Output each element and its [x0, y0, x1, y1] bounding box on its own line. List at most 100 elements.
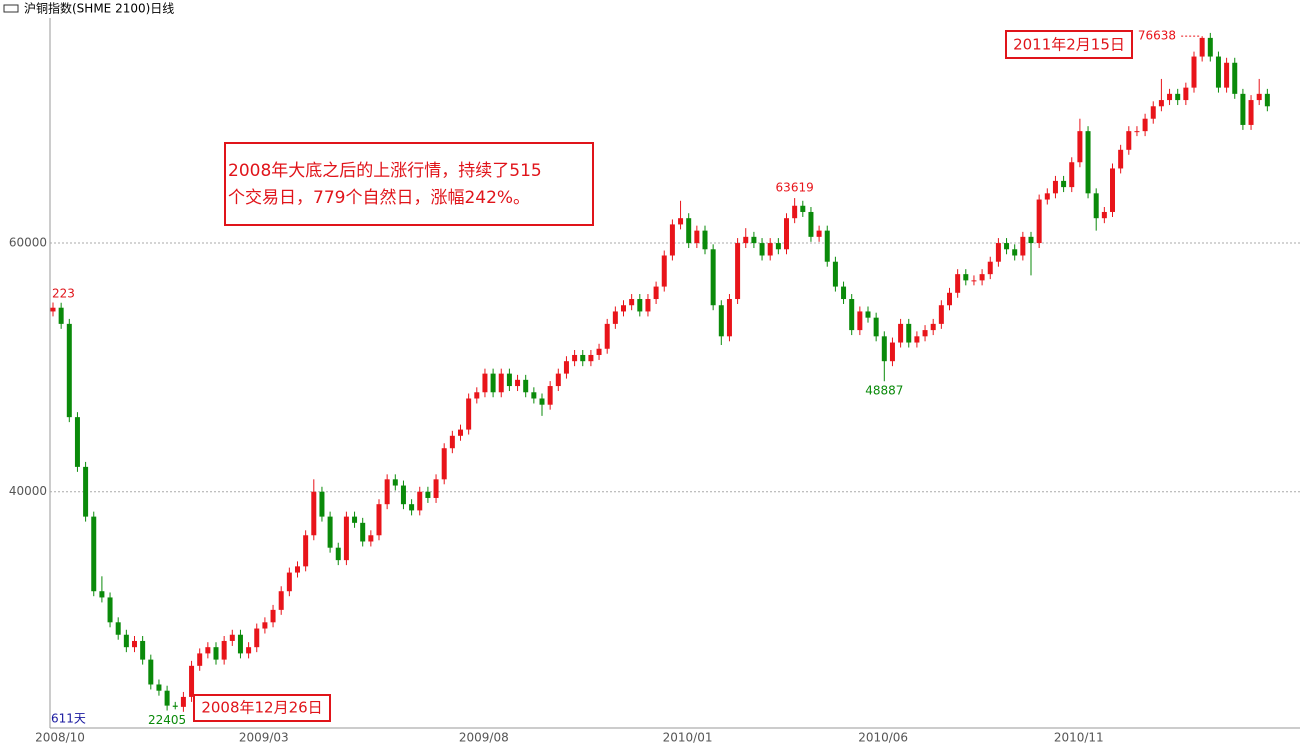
- candle-body: [1004, 243, 1010, 250]
- candle-body: [295, 566, 300, 573]
- candle-body: [531, 392, 537, 399]
- date-box-text: 2011年2月15日: [1013, 36, 1125, 54]
- candle-body: [938, 305, 944, 324]
- candle-body: [1158, 100, 1164, 107]
- candle-body: [1199, 37, 1205, 57]
- candle-body: [914, 336, 920, 343]
- value-label: 48887: [865, 384, 903, 398]
- candle-body: [270, 609, 276, 623]
- candle-body: [775, 243, 781, 250]
- candle-body: [50, 307, 56, 312]
- candle-body: [229, 634, 235, 641]
- candle-body: [1069, 162, 1075, 188]
- candle-body: [1264, 93, 1270, 107]
- candle-body: [1224, 62, 1230, 88]
- candle-body: [156, 684, 162, 691]
- candle-body: [335, 547, 341, 561]
- candle-body: [205, 647, 211, 654]
- candle-body: [824, 230, 830, 262]
- candle-body: [286, 572, 292, 592]
- candle-body: [425, 491, 431, 498]
- candle-body: [441, 448, 447, 480]
- candle-body: [66, 323, 72, 418]
- candle-body: [58, 307, 64, 324]
- candle-body: [132, 640, 137, 648]
- candle-body: [458, 429, 463, 436]
- candle-body: [678, 218, 684, 225]
- candle-body: [865, 311, 871, 318]
- candle-body: [1207, 37, 1213, 57]
- candle-body: [849, 299, 855, 331]
- candle-body: [368, 535, 374, 542]
- candle-body: [767, 243, 773, 256]
- x-tick-label: 2008/10: [35, 731, 85, 745]
- candle-body: [343, 516, 349, 561]
- candle-body: [1110, 168, 1115, 212]
- candle-body: [1028, 236, 1034, 244]
- candle-body: [947, 292, 952, 306]
- candle-body: [1142, 118, 1148, 132]
- candle-body: [1044, 193, 1050, 200]
- value-label: 76638: [1138, 29, 1176, 43]
- candle-body: [392, 479, 398, 486]
- clipped-label: 223: [52, 287, 75, 301]
- candle-body: [629, 299, 635, 306]
- candle-body: [1101, 211, 1107, 219]
- candle-body: [1215, 56, 1221, 88]
- candle-body: [482, 373, 488, 393]
- x-tick-label: 2009/03: [239, 731, 289, 745]
- candle-body: [189, 665, 195, 697]
- candle-body: [743, 236, 749, 244]
- candle-body: [246, 647, 252, 654]
- candle-body: [327, 516, 333, 548]
- candle-body: [718, 305, 724, 337]
- annotation-box: [224, 142, 594, 226]
- candle-body: [555, 373, 561, 387]
- candle-body: [800, 205, 806, 212]
- candle-body: [1052, 180, 1058, 194]
- candle-body: [319, 491, 325, 517]
- candle-body: [889, 342, 895, 362]
- x-tick-label: 2010/01: [663, 731, 713, 745]
- candle-body: [99, 591, 105, 598]
- candle-body: [1012, 249, 1018, 256]
- annotation: 2008年大底之后的上涨行情，持续了515: [228, 161, 542, 181]
- date-box: [1005, 30, 1133, 59]
- candle-body: [1077, 131, 1083, 163]
- candle-body: [449, 435, 455, 449]
- value-label: 22405: [148, 713, 186, 727]
- candle-body: [759, 243, 765, 256]
- annotation: 个交易日，779个自然日，涨幅242%。: [228, 188, 530, 208]
- candle-body: [873, 317, 879, 337]
- candle-body: [311, 491, 317, 536]
- date-box-text: 2008年12月26日: [201, 699, 322, 717]
- candle-body: [816, 230, 822, 237]
- candle-body: [172, 705, 178, 707]
- candle-body: [107, 597, 113, 623]
- candle-body: [726, 299, 732, 337]
- candle-body: [515, 379, 521, 387]
- value-label: 63619: [776, 181, 814, 195]
- candle-body: [498, 373, 504, 393]
- candle-body: [669, 224, 675, 256]
- candle-body: [197, 653, 203, 666]
- candle-body: [1020, 236, 1026, 256]
- candle-body: [523, 379, 529, 393]
- candle-body: [686, 218, 692, 244]
- candle-body: [148, 659, 154, 685]
- candle-body: [612, 311, 618, 324]
- candle-body: [621, 305, 626, 312]
- candle-body: [400, 485, 406, 505]
- candle-body: [955, 274, 961, 293]
- candle-body: [604, 323, 610, 349]
- candle-body: [1134, 131, 1140, 133]
- candle-body: [930, 323, 936, 331]
- candle-body: [751, 236, 757, 244]
- candle-body: [735, 243, 741, 300]
- candle-body: [563, 361, 569, 374]
- candle-body: [1150, 106, 1156, 119]
- candle-body: [466, 398, 472, 430]
- candle-body: [352, 516, 358, 523]
- candle-body: [1240, 93, 1246, 125]
- title-icon: [3, 4, 19, 13]
